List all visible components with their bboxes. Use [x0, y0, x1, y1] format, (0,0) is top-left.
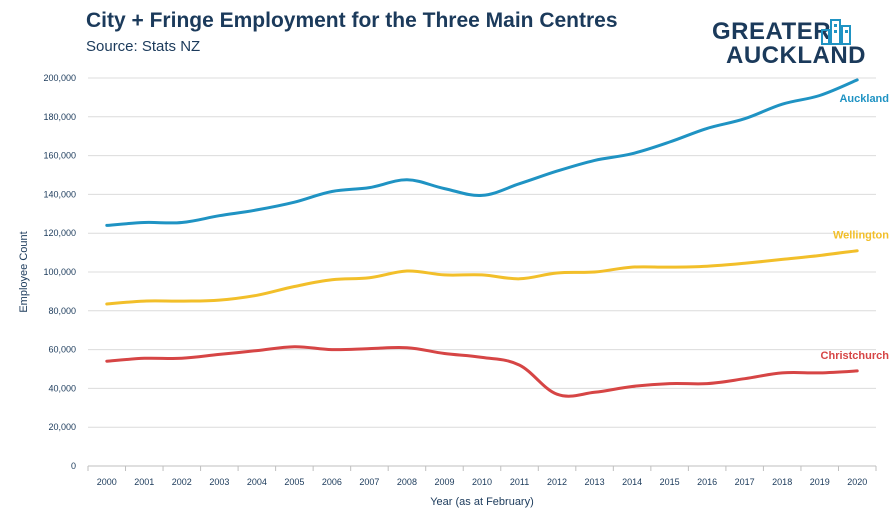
x-tick-label: 2012 — [547, 477, 567, 487]
x-axis-title: Year (as at February) — [430, 496, 534, 508]
x-tick-label: 2015 — [660, 477, 680, 487]
x-tick-label: 2002 — [172, 477, 192, 487]
city-skyline-icon — [821, 19, 851, 45]
x-tick-label: 2000 — [97, 477, 117, 487]
x-tick-label: 2003 — [209, 477, 229, 487]
x-tick-label: 2008 — [397, 477, 417, 487]
series-label-christchurch: Christchurch — [821, 350, 890, 362]
x-tick-label: 2019 — [810, 477, 830, 487]
y-tick-label: 180,000 — [43, 112, 76, 122]
x-tick-label: 2007 — [359, 477, 379, 487]
y-tick-label: 140,000 — [43, 189, 76, 199]
series-label-auckland: Auckland — [839, 93, 889, 105]
y-tick-label: 100,000 — [43, 267, 76, 277]
x-tick-label: 2011 — [510, 477, 529, 487]
series-line-christchurch — [105, 345, 859, 398]
chart-subtitle: Source: Stats NZ — [86, 38, 201, 55]
x-tick-label: 2005 — [284, 477, 304, 487]
y-tick-label: 0 — [71, 461, 76, 471]
x-tick-label: 2017 — [735, 477, 755, 487]
x-tick-label: 2004 — [247, 477, 267, 487]
x-tick-label: 2013 — [585, 477, 605, 487]
x-tick-label: 2020 — [847, 477, 867, 487]
x-tick-label: 2009 — [434, 477, 454, 487]
y-tick-label: 40,000 — [48, 383, 76, 393]
y-tick-label: 120,000 — [43, 228, 76, 238]
x-tick-label: 2014 — [622, 477, 642, 487]
x-tick-label: 2016 — [697, 477, 717, 487]
series-label-wellington: Wellington — [833, 230, 889, 242]
y-tick-label: 60,000 — [48, 345, 76, 355]
logo-text-line2: AUCKLAND — [726, 42, 866, 69]
x-tick-label: 2006 — [322, 477, 342, 487]
y-tick-label: 20,000 — [48, 422, 76, 432]
y-tick-label: 160,000 — [43, 151, 76, 161]
logo-text-line1: GREATER — [712, 18, 832, 45]
x-tick-label: 2001 — [134, 477, 154, 487]
y-tick-label: 80,000 — [48, 306, 76, 316]
y-tick-label: 200,000 — [43, 73, 76, 83]
series-line-wellington — [105, 249, 859, 306]
greater-auckland-logo: GREATER AUCKLAND — [712, 14, 872, 70]
x-tick-label: 2010 — [472, 477, 492, 487]
y-axis-title: Employee Count — [18, 231, 30, 312]
series-line-auckland — [105, 78, 859, 227]
x-tick-label: 2018 — [772, 477, 792, 487]
chart-title: City + Fringe Employment for the Three M… — [86, 9, 618, 32]
